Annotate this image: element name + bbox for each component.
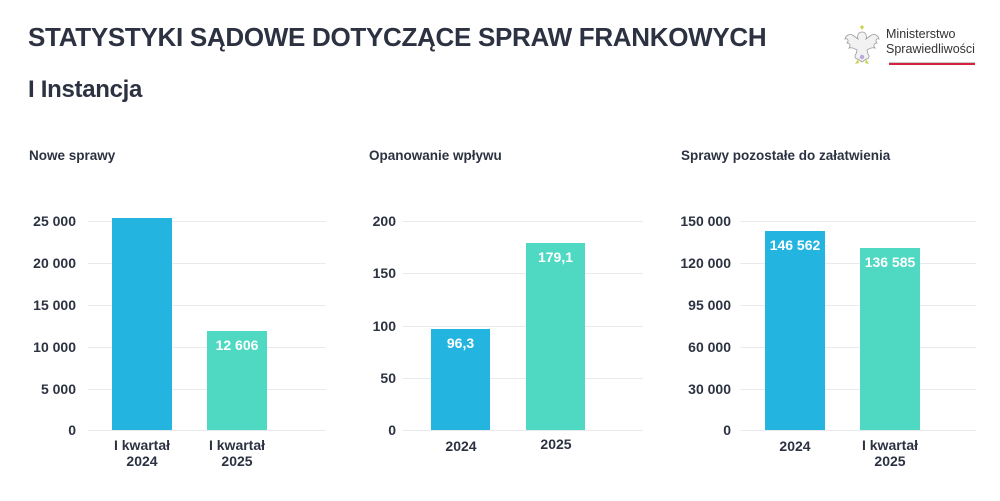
y-tick: 100 <box>372 318 396 334</box>
x-label: I kwartał 2025 <box>861 437 919 469</box>
y-tick: 5 000 <box>40 381 76 397</box>
y-tick: 150 000 <box>680 213 731 229</box>
bar-2024: 96,3 <box>431 329 490 430</box>
chart-title-new-cases: Nowe sprawy <box>29 148 116 163</box>
y-tick: 0 <box>68 422 76 438</box>
flag-stripe <box>889 62 975 66</box>
bar-2024: 146 562 <box>765 231 825 430</box>
bar-value-label: 12 606 <box>215 337 259 353</box>
x-label: I kwartał 2025 <box>208 437 266 469</box>
y-tick: 0 <box>723 422 731 438</box>
bar-2025: 179,1 <box>526 243 585 430</box>
bar-2025: 136 585 <box>860 248 920 430</box>
y-tick: 25 000 <box>33 213 76 229</box>
x-label: 2024 <box>779 438 811 454</box>
bar-value-label: 146 562 <box>769 237 821 253</box>
y-tick: 15 000 <box>33 297 76 313</box>
y-tick: 200 <box>372 213 396 229</box>
ministry-name: Ministerstwo Sprawiedliwości <box>886 27 975 56</box>
polish-eagle-icon <box>844 25 880 64</box>
chart-title-clearance-rate: Opanowanie wpływu <box>369 148 502 163</box>
chart-title-pending-cases: Sprawy pozostałe do załatwienia <box>681 148 891 163</box>
y-tick: 95 000 <box>688 297 731 313</box>
y-tick: 60 000 <box>688 339 731 355</box>
y-tick: 150 <box>372 265 396 281</box>
x-label: I kwartał 2024 <box>113 437 171 469</box>
bar-2025: 12 606 <box>207 331 267 430</box>
bar-value-label: 136 585 <box>864 254 916 270</box>
y-tick: 20 000 <box>33 255 76 271</box>
y-tick: 50 <box>380 370 396 386</box>
y-tick: 30 000 <box>688 381 731 397</box>
x-label: 2024 <box>445 438 477 454</box>
bar-2024 <box>112 218 172 430</box>
bar-value-label: 179,1 <box>537 249 574 265</box>
y-tick: 120 000 <box>680 255 731 271</box>
bar-value-label: 96,3 <box>446 335 475 351</box>
ministry-logo: Ministerstwo Sprawiedliwości <box>843 22 978 72</box>
x-label: 2025 <box>540 436 572 452</box>
page-subtitle: I Instancja <box>28 76 143 103</box>
y-tick: 10 000 <box>33 339 76 355</box>
page-title: STATYSTYKI SĄDOWE DOTYCZĄCE SPRAW FRANKO… <box>28 22 767 52</box>
y-tick: 0 <box>388 422 396 438</box>
